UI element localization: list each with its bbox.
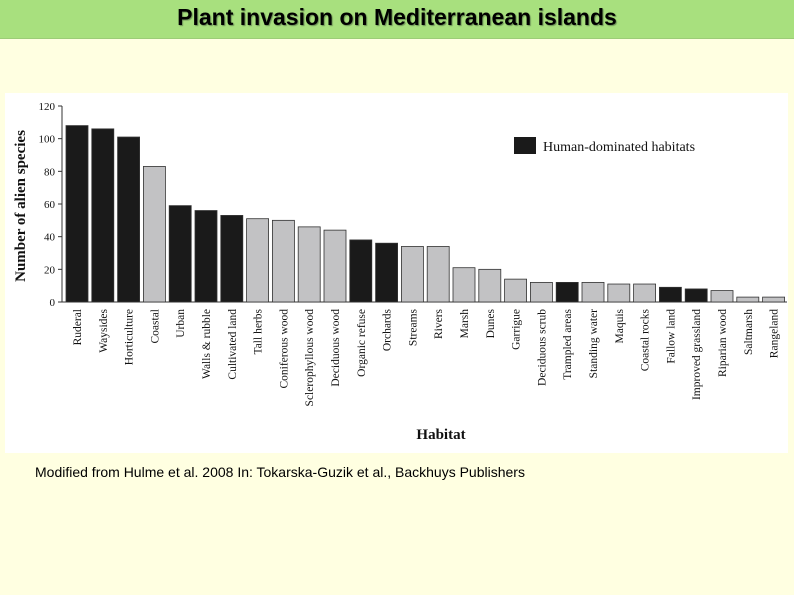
category-label: Fallow land [665,309,677,364]
category-label: Trampled areas [562,308,574,379]
bar [375,242,399,303]
title-bar: Plant invasion on Mediterranean islands [0,0,794,39]
bar [710,290,734,303]
y-tick-label: 20 [44,264,56,276]
bar [400,246,424,303]
bar [194,210,218,303]
bar [426,246,450,303]
bar [530,281,553,303]
bar [581,281,605,303]
bar [117,136,140,303]
category-label: Rangeland [769,309,781,358]
category-label: Organic refuse [356,309,368,377]
bar [633,283,656,303]
category-label: Riparian wood [717,309,729,377]
bar [684,288,708,303]
bar [504,278,528,303]
bar [607,283,631,303]
category-label: Cultivated land [227,309,239,380]
chart-panel: 0 20 40 60 80 100 120 Number of alien species Ru… [5,93,788,453]
bar [478,268,502,303]
category-label: Waysides [98,308,110,352]
legend-label: Human-dominated habitats [543,140,695,155]
bar [271,219,295,303]
bar-chart: 0 20 40 60 80 100 120 Number of alien species Ru… [13,101,787,443]
category-label: Deciduous wood [330,309,342,387]
y-tick-label: 120 [39,101,56,113]
category-label: Ruderal [72,309,84,345]
category-label: Dunes [485,308,497,338]
category-label: Maquis [614,308,626,343]
category-label: Rivers [433,308,445,339]
bar [349,239,373,303]
category-label: Horticulture [124,309,136,365]
category-label: Marsh [459,309,471,339]
x-axis-title: Habitat [416,427,465,443]
y-tick-label: 80 [44,166,56,178]
bar [246,218,270,303]
category-label: Sclerophyllous wood [304,309,316,407]
bar [168,205,192,303]
category-label: Walls & rubble [201,309,213,379]
category-label: Orchards [382,308,394,351]
bar [142,166,166,303]
bar [65,125,89,303]
category-label: Urban [175,309,187,338]
y-tick-label: 40 [44,232,56,244]
bar [220,215,244,303]
bar [452,267,476,303]
page-title: Plant invasion on Mediterranean islands [177,4,617,30]
bar [91,128,115,303]
bar [736,296,760,303]
bar [762,296,785,303]
category-label: Coniferous wood [278,309,290,389]
legend-swatch [514,137,536,154]
category-label: Coastal [149,309,161,344]
y-axis-title: Number of alien species [13,130,29,282]
y-tick-label: 0 [50,297,56,309]
category-label: Saltmarsh [743,309,755,355]
category-label: Coastal rocks [640,308,652,371]
category-label: Improved grassland [691,309,703,400]
bar [297,226,321,303]
category-label: Streams [407,308,419,346]
y-tick-label: 100 [39,134,56,146]
bar [555,281,579,303]
bar [659,286,682,303]
category-label: Tall herbs [253,308,265,354]
y-tick-label: 60 [44,199,56,211]
category-label: Deciduous scrub [536,309,548,386]
source-caption: Modified from Hulme et al. 2008 In: Toka… [35,464,525,480]
category-label: Garrigue [511,309,523,350]
bar [323,229,347,303]
category-label: Standing water [588,309,600,378]
